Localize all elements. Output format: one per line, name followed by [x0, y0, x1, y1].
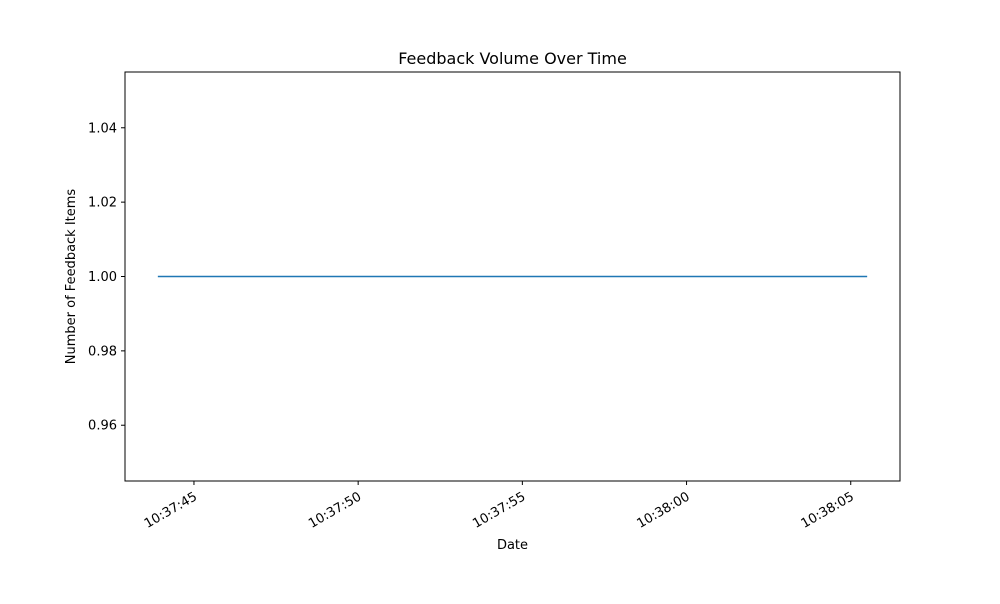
chart-title: Feedback Volume Over Time [398, 49, 627, 68]
y-tick-label: 0.96 [88, 419, 117, 434]
y-tick-label: 1.00 [88, 270, 117, 285]
x-axis: 10:37:45 10:37:50 10:37:55 10:38:00 10:38:05 [142, 481, 857, 532]
x-tick-label: 10:37:55 [470, 489, 528, 531]
x-tick-label: 10:37:50 [306, 489, 364, 531]
y-tick-label: 1.02 [88, 196, 117, 211]
y-axis-label: Number of Feedback Items [64, 189, 79, 365]
y-tick-label: 0.98 [88, 344, 117, 359]
x-tick-label: 10:38:05 [799, 489, 857, 531]
x-axis-label: Date [497, 538, 528, 553]
x-tick-label: 10:38:00 [634, 489, 692, 531]
y-axis: 0.96 0.98 1.00 1.02 1.04 [88, 121, 125, 434]
y-tick-label: 1.04 [88, 121, 117, 136]
x-tick-label: 10:37:45 [142, 489, 200, 531]
